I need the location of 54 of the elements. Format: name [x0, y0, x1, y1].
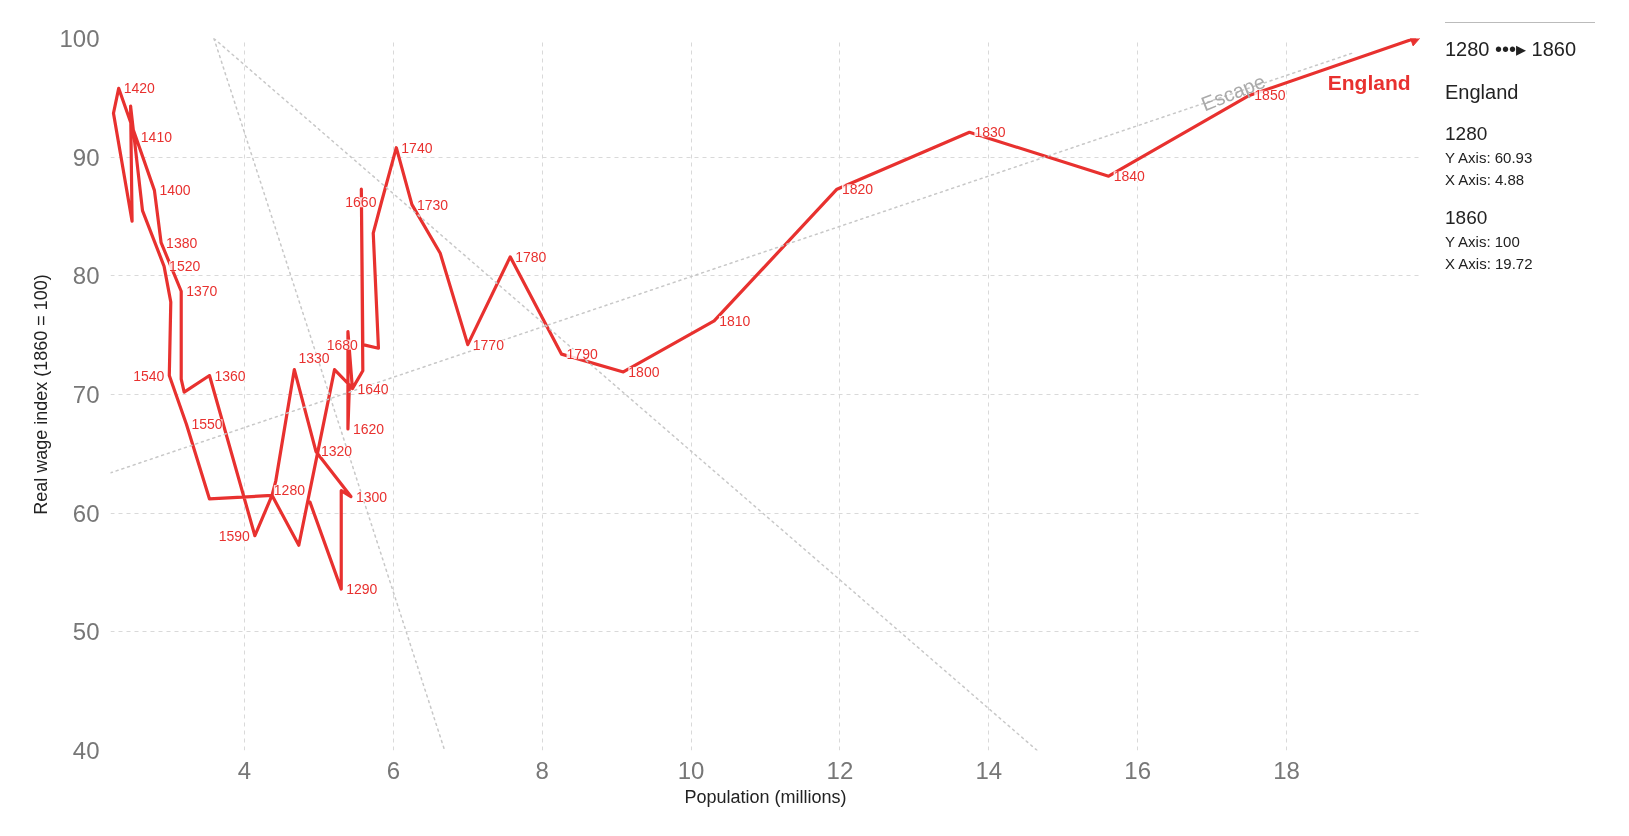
- y-tick-label: 90: [72, 143, 100, 171]
- annotation: 1410: [140, 128, 173, 145]
- text: 1860: [1445, 206, 1489, 231]
- annotation: 1380: [166, 234, 198, 251]
- annotation: 1420: [123, 80, 156, 97]
- annotation: 1730: [416, 196, 449, 213]
- annotation: 1550: [191, 416, 223, 433]
- annotation: 1820: [841, 181, 874, 198]
- annotation: 1300: [355, 488, 388, 505]
- annotation: 1370: [186, 283, 218, 300]
- y-tick-label: 70: [72, 381, 100, 408]
- annotation: 1360: [214, 367, 246, 384]
- annotation: 1790: [566, 346, 598, 363]
- x-tick-label: 18: [1273, 756, 1300, 784]
- annotation: 1640: [357, 380, 389, 397]
- x-tick-label: 10: [677, 756, 705, 784]
- series-label: England: [1327, 70, 1411, 94]
- x-tick-label: 16: [1124, 756, 1152, 784]
- y-tick-label: 80: [72, 262, 100, 290]
- annotation: 1740: [401, 139, 433, 156]
- x-tick-label: 6: [386, 756, 401, 784]
- x-tick-label: 12: [826, 756, 854, 784]
- annotation: 1590: [218, 527, 251, 544]
- annotation: 1520: [169, 258, 201, 275]
- annotation: 1620: [352, 420, 385, 437]
- annotation: 1540: [133, 367, 165, 384]
- x-tick-label: 14: [975, 756, 1003, 784]
- text: 1280: [1445, 122, 1489, 147]
- annotation: 1400: [159, 182, 191, 199]
- annotation: 1810: [719, 312, 751, 329]
- y-tick-label: 40: [72, 737, 100, 764]
- annotation: 1320: [320, 443, 353, 460]
- text: Y Axis: 60.93: [1445, 148, 1534, 169]
- annotation: 1840: [1113, 168, 1145, 185]
- text: England: [1445, 79, 1520, 105]
- annotation: 1770: [472, 336, 505, 353]
- annotation: 1830: [974, 124, 1006, 141]
- y-tick-label: 100: [59, 25, 100, 52]
- y-axis-title: Real wage index (1860 = 100): [31, 274, 52, 515]
- annotation: 1660: [345, 194, 377, 211]
- annotation: 1280: [273, 482, 306, 499]
- x-axis-title: Population (millions): [684, 786, 847, 807]
- x-tick-label: 4: [237, 756, 252, 784]
- x-tick-label: 8: [535, 756, 549, 784]
- y-tick-label: 60: [72, 499, 100, 527]
- y-tick-label: 50: [72, 618, 100, 646]
- text: X Axis: 4.88: [1445, 169, 1526, 190]
- annotation: 1780: [515, 248, 547, 265]
- text: X Axis: 19.72: [1445, 253, 1534, 274]
- annotation: 1800: [628, 363, 660, 380]
- annotation: 1680: [326, 336, 359, 353]
- text: 1280 •••▸ 1860: [1445, 37, 1578, 62]
- annotation: 1290: [346, 581, 378, 598]
- text: Y Axis: 100: [1445, 232, 1521, 253]
